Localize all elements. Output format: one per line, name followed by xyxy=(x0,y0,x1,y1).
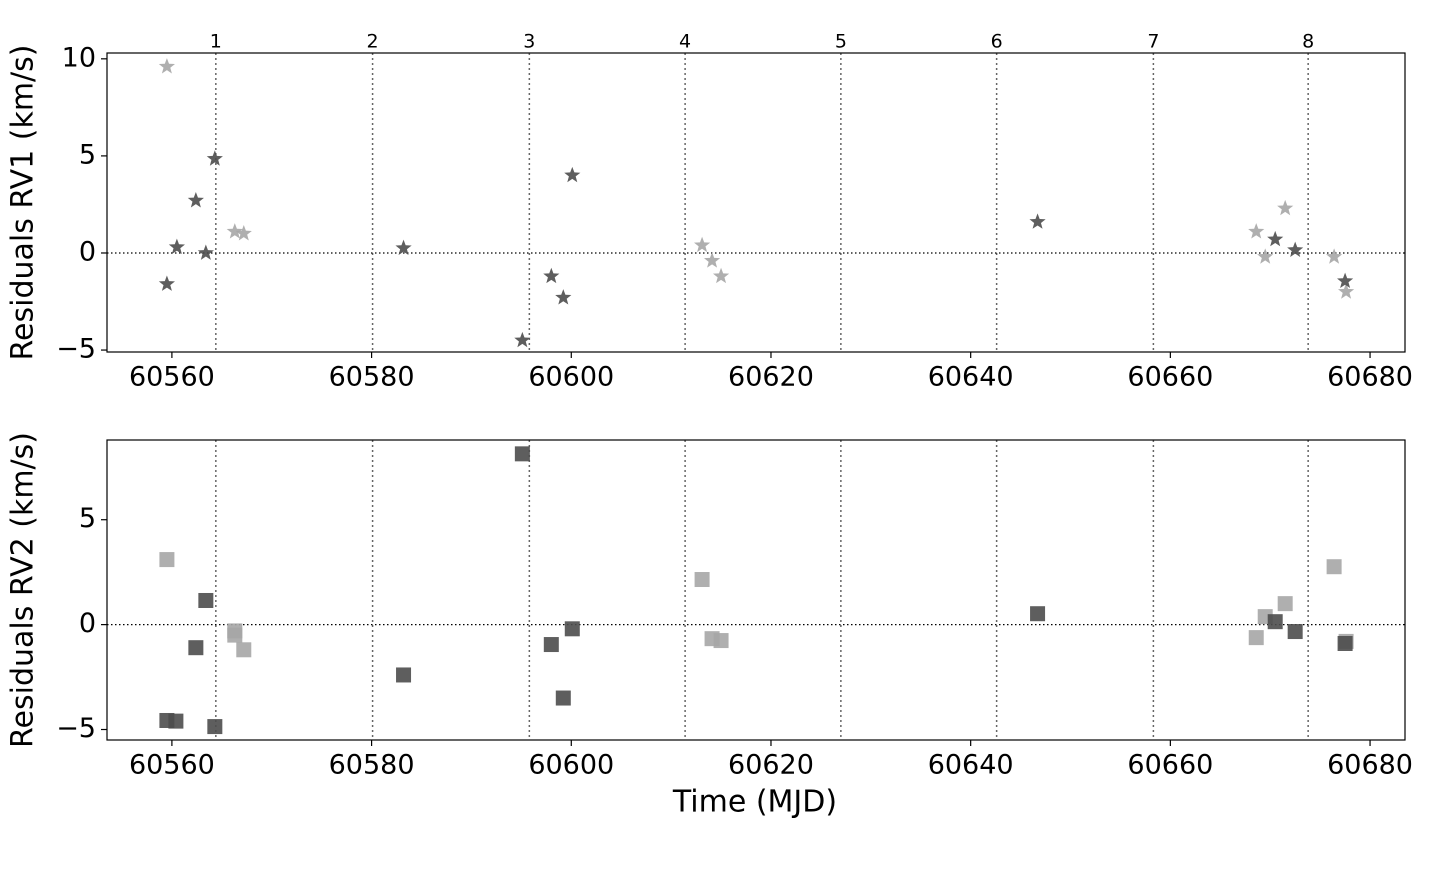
point xyxy=(159,552,175,568)
point xyxy=(168,713,184,729)
point xyxy=(1029,213,1046,229)
y-tick-label: 0 xyxy=(79,608,96,639)
point xyxy=(227,627,243,643)
point xyxy=(1338,283,1355,299)
x-tick-label: 60560 xyxy=(129,362,215,393)
point xyxy=(564,621,580,637)
x-tick-label: 60620 xyxy=(728,362,814,393)
point xyxy=(694,572,710,588)
phase-label: 2 xyxy=(367,31,379,53)
point xyxy=(396,667,412,683)
x-tick-label: 60680 xyxy=(1327,362,1413,393)
x-tick-label: 60560 xyxy=(129,750,215,781)
point xyxy=(158,58,175,74)
point xyxy=(1030,606,1046,622)
phase-label: 6 xyxy=(991,31,1003,53)
x-tick-label: 60660 xyxy=(1127,362,1213,393)
y-tick-label: −5 xyxy=(56,334,96,365)
point xyxy=(1277,596,1293,612)
point xyxy=(1326,559,1342,575)
point xyxy=(207,719,223,735)
point xyxy=(1326,248,1343,264)
point xyxy=(188,640,204,656)
y-tick-label: 5 xyxy=(79,139,96,170)
y-tick-label: 0 xyxy=(79,236,96,267)
point xyxy=(514,331,531,348)
point xyxy=(206,150,223,166)
x-tick-label: 60640 xyxy=(928,362,1014,393)
point xyxy=(1277,199,1294,216)
point xyxy=(168,238,185,255)
point xyxy=(703,252,721,268)
axes-frame xyxy=(106,439,1406,741)
y-tick-label: −5 xyxy=(56,713,96,744)
point xyxy=(712,267,730,284)
phase-label: 5 xyxy=(835,31,847,53)
y-tick-label: 5 xyxy=(79,503,96,534)
point xyxy=(1248,630,1264,646)
point xyxy=(1337,635,1353,651)
x-tick-label: 60620 xyxy=(728,750,814,781)
x-tick-label: 60640 xyxy=(928,750,1014,781)
point xyxy=(1287,624,1303,640)
point xyxy=(1337,272,1354,289)
phase-label: 4 xyxy=(679,31,691,53)
x-tick-label: 60600 xyxy=(528,750,614,781)
x-tick-label: 60580 xyxy=(329,362,415,393)
point xyxy=(713,633,729,649)
point xyxy=(1267,230,1284,247)
point xyxy=(694,236,711,253)
phase-label: 1 xyxy=(210,31,222,53)
point xyxy=(158,275,175,291)
point xyxy=(564,166,581,183)
y-tick-label: 10 xyxy=(62,42,96,73)
point xyxy=(236,642,252,658)
point xyxy=(514,446,530,462)
point xyxy=(1287,241,1304,257)
point xyxy=(197,244,214,260)
axes-frame xyxy=(106,52,1406,353)
point xyxy=(395,239,412,255)
point xyxy=(543,637,559,653)
point xyxy=(1267,614,1283,630)
point xyxy=(226,223,243,239)
point xyxy=(187,192,204,208)
x-axis-label: Time (MJD) xyxy=(672,785,837,820)
point xyxy=(543,267,560,284)
y-axis-label: Residuals RV1 (km/s) xyxy=(6,45,41,361)
x-tick-label: 60660 xyxy=(1127,750,1213,781)
point xyxy=(198,592,214,608)
point xyxy=(1257,248,1274,264)
phase-label: 7 xyxy=(1147,31,1159,53)
y-axis-label: Residuals RV2 (km/s) xyxy=(6,432,41,748)
point xyxy=(1248,223,1265,239)
point xyxy=(555,289,572,305)
x-tick-label: 60600 xyxy=(528,362,614,393)
phase-label: 8 xyxy=(1302,31,1314,53)
x-tick-label: 60680 xyxy=(1327,750,1413,781)
point xyxy=(555,690,571,706)
x-tick-label: 60580 xyxy=(329,750,415,781)
phase-label: 3 xyxy=(523,31,535,53)
point xyxy=(235,225,252,241)
